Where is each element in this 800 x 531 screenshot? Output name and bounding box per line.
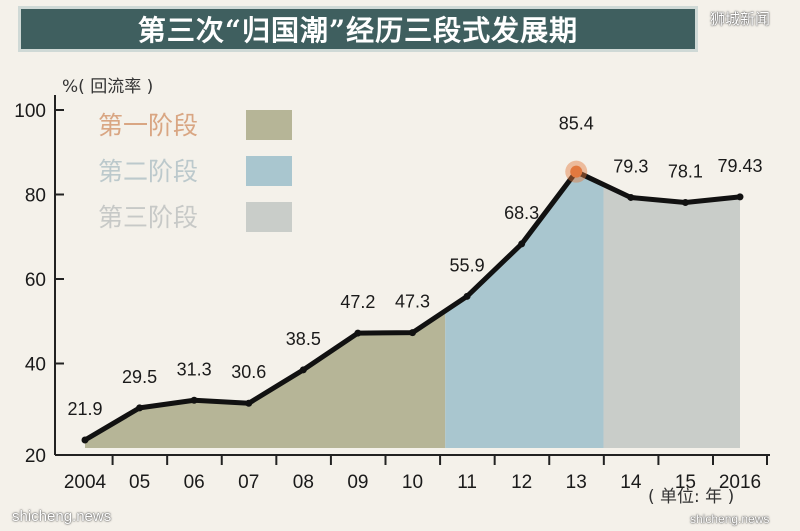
data-point xyxy=(81,436,89,444)
data-point xyxy=(136,404,144,412)
x-ticks: 2004 05 06 07 08 09 10 11 12 13 14 15 2016 xyxy=(64,455,768,493)
x-tick-label: 15 xyxy=(675,472,696,493)
data-label: 30.6 xyxy=(231,362,266,382)
legend-label-2: 第二阶段 xyxy=(98,157,198,186)
x-tick-label: 12 xyxy=(511,472,532,493)
title-banner: 第三次“归国潮”经历三段式发展期 xyxy=(18,6,698,52)
y-tick-label: 80 xyxy=(25,186,46,207)
data-label: 78.1 xyxy=(668,162,703,182)
legend-swatch-2 xyxy=(246,156,292,186)
watermark-bottom-left: shicheng.news xyxy=(12,508,112,525)
legend-swatch-3 xyxy=(246,202,292,232)
data-label: 38.5 xyxy=(286,329,321,349)
x-tick-label: 06 xyxy=(184,472,205,493)
data-label: 55.9 xyxy=(450,255,485,275)
data-label: 21.9 xyxy=(67,399,102,419)
data-label: 29.5 xyxy=(122,367,157,387)
data-point xyxy=(409,329,416,337)
y-ticks: 20 40 60 80 100 xyxy=(14,101,64,467)
data-point xyxy=(245,399,253,407)
legend-label-3: 第三阶段 xyxy=(98,203,198,232)
data-point xyxy=(518,240,526,248)
x-tick-label: 09 xyxy=(347,472,368,493)
data-point xyxy=(627,193,635,201)
legend-swatch-1 xyxy=(246,110,292,140)
data-labels: 21.9 29.5 31.3 30.6 38.5 47.2 47.3 55.9 68.3 85.4… xyxy=(67,114,762,419)
x-tick-label: 2016 xyxy=(719,472,761,493)
peak-point xyxy=(570,165,583,178)
y-tick-label: 60 xyxy=(25,270,46,291)
y-tick-label: 20 xyxy=(25,446,46,467)
x-tick-label: 08 xyxy=(293,472,314,493)
x-tick-label: 2004 xyxy=(64,472,107,493)
page-title: 第三次“归国潮”经历三段式发展期 xyxy=(137,14,579,47)
y-tick-label: 40 xyxy=(25,355,46,376)
data-points xyxy=(81,160,744,444)
stage-areas xyxy=(85,171,740,449)
data-label: 31.3 xyxy=(177,359,212,379)
x-tick-label: 07 xyxy=(238,472,259,493)
stage-area-1 xyxy=(85,310,446,448)
stage-area-3 xyxy=(603,184,740,449)
data-point xyxy=(299,366,307,374)
x-tick-label: 14 xyxy=(620,472,642,493)
y-tick-label: 100 xyxy=(14,101,46,122)
x-tick-label: 13 xyxy=(566,472,587,493)
x-tick-label: 10 xyxy=(402,472,423,493)
data-label: 79.43 xyxy=(717,156,762,176)
data-point xyxy=(463,292,471,300)
legend-label-1: 第一阶段 xyxy=(98,111,198,140)
data-label: 68.3 xyxy=(504,203,539,223)
watermark-top: 狮城新闻 xyxy=(710,11,771,28)
data-label: 79.3 xyxy=(613,156,648,176)
watermark-bottom-right: shicheng.news xyxy=(690,512,770,526)
data-label: 85.4 xyxy=(559,114,594,134)
stage-area-2 xyxy=(445,171,604,448)
data-point xyxy=(736,193,744,201)
y-axis-label: %( 回流率 ) xyxy=(62,77,153,97)
data-point xyxy=(681,199,689,207)
data-label: 47.2 xyxy=(340,292,375,312)
axes xyxy=(54,95,770,456)
x-tick-label: 05 xyxy=(129,472,150,493)
data-point xyxy=(190,396,198,404)
x-tick-label: 11 xyxy=(457,472,477,493)
data-label: 47.3 xyxy=(395,292,430,312)
data-point xyxy=(354,329,362,337)
x-axis-unit: ( 单位: 年 ) xyxy=(648,487,734,507)
